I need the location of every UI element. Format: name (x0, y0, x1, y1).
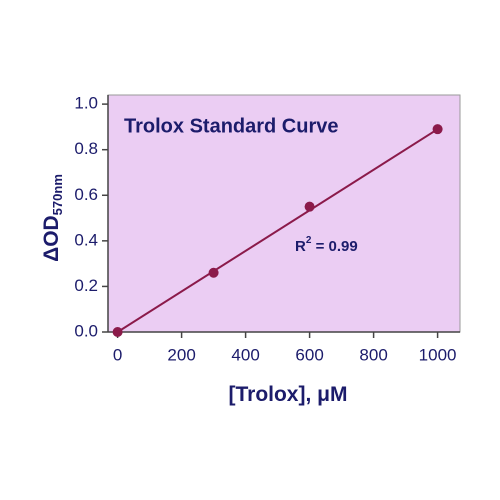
y-label-sub: 570nm (50, 174, 65, 215)
chart-title: Trolox Standard Curve (124, 115, 339, 137)
annotation-rest: = 0.99 (311, 238, 357, 255)
plot-area (107, 94, 461, 333)
annotation-text: R (295, 238, 306, 255)
x-label-text: [Trolox], (228, 383, 317, 406)
x-tick-label: 1000 (419, 345, 457, 364)
y-tick-label: 0.2 (74, 276, 98, 295)
y-label-text: ΔOD (40, 215, 63, 262)
x-axis-label: [Trolox], μM (228, 383, 347, 406)
x-tick-label: 600 (295, 345, 323, 364)
x-tick-label: 0 (113, 345, 122, 364)
data-point (304, 201, 315, 212)
y-tick-label: 0.6 (74, 185, 98, 204)
y-axis-label: ΔOD570nm (40, 174, 66, 262)
y-tick-label: 0.8 (74, 139, 98, 158)
y-tick-label: 0.0 (74, 321, 98, 340)
trendline (117, 128, 439, 333)
x-label-unit: μM (317, 383, 347, 406)
x-tick-label: 800 (359, 345, 387, 364)
annotation: R2 = 0.99 (295, 235, 358, 255)
annotation-sup: 2 (306, 235, 312, 246)
data-point (208, 267, 219, 278)
data-point (112, 327, 123, 337)
x-tick-label: 200 (167, 345, 195, 364)
x-tick-label: 400 (231, 345, 259, 364)
data-point (432, 124, 443, 135)
y-tick-label: 0.4 (74, 230, 98, 249)
y-tick-label: 1.0 (74, 94, 98, 113)
